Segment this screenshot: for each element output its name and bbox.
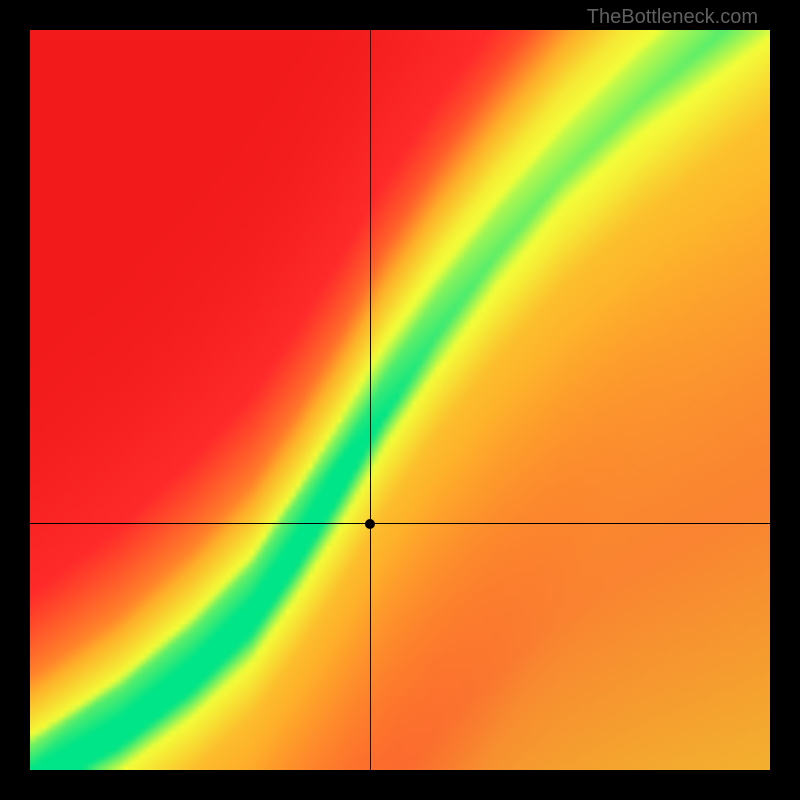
crosshair-horizontal — [30, 523, 770, 524]
heatmap-plot — [30, 30, 770, 770]
watermark-text: TheBottleneck.com — [587, 6, 758, 29]
crosshair-vertical — [370, 30, 371, 770]
crosshair-marker — [365, 519, 375, 529]
heatmap-canvas — [30, 30, 770, 770]
